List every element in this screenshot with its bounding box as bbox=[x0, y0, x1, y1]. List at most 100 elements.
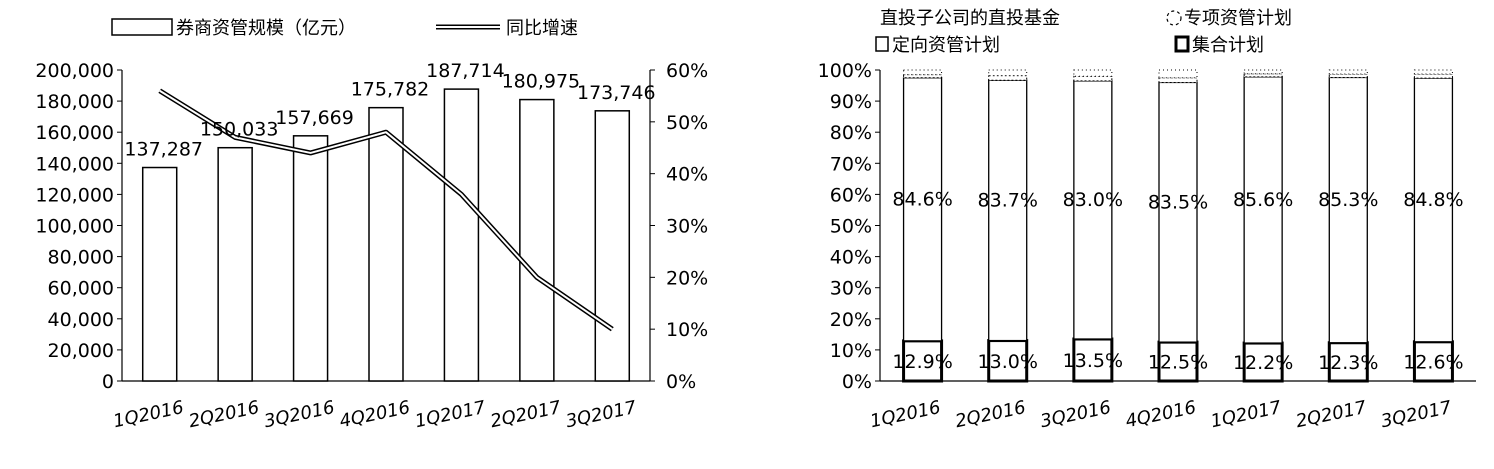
bar-segment-fund bbox=[1073, 69, 1113, 77]
bar-segment-directed bbox=[1413, 77, 1454, 343]
x-tick-label: 3Q2017 bbox=[1379, 397, 1454, 433]
bar-segment-fund bbox=[988, 69, 1028, 77]
bar-segment-collective bbox=[987, 339, 1029, 383]
legend-label-collective: 集合计划 bbox=[1192, 35, 1264, 56]
y-tick-left-label: 160,000 bbox=[35, 122, 114, 144]
bar-scale bbox=[368, 106, 404, 382]
x-tick-label: 4Q2016 bbox=[1124, 397, 1198, 432]
data-label-collective: 12.9% bbox=[892, 351, 952, 373]
data-label-collective: 12.5% bbox=[1148, 352, 1208, 374]
bar-segment-fund bbox=[1413, 69, 1453, 75]
x-tick-label: 2Q2016 bbox=[953, 397, 1027, 432]
bar-segment-directed bbox=[1073, 80, 1113, 340]
bar-segment-directed bbox=[988, 79, 1028, 342]
data-label-collective: 12.2% bbox=[1233, 352, 1293, 374]
legend-label-fund: 直投子公司的直投基金 bbox=[880, 8, 1060, 29]
bar-scale bbox=[292, 135, 329, 382]
bar-segment-collective bbox=[1327, 341, 1369, 383]
left-chart-svg: 券商资管规模（亿元） 同比增速 0 20,000 40,000 60,000 80,000 1… bbox=[35, 18, 708, 433]
data-label-scale: 180,975 bbox=[502, 71, 581, 93]
data-label-directed: 83.7% bbox=[978, 189, 1038, 211]
y-tick-label: 70% bbox=[830, 153, 872, 175]
bar-segment-directed bbox=[902, 77, 943, 342]
y-tick-label: 10% bbox=[830, 340, 872, 362]
x-tick-label: 1Q2017 bbox=[1209, 397, 1284, 433]
bar-segment-collective bbox=[1242, 341, 1284, 383]
data-label-scale: 150,033 bbox=[200, 119, 279, 141]
data-label-scale: 137,287 bbox=[124, 139, 203, 161]
bar-scale bbox=[217, 146, 253, 382]
y-tick-label: 40% bbox=[830, 247, 872, 269]
y-tick-label: 100% bbox=[818, 60, 872, 82]
structure-stacked-chart: 直投子公司的直投基金 专项资管计划定向资管计划 集合计划 0% 10% 20% 30% 40%… bbox=[760, 0, 1494, 469]
bar-segment-directed bbox=[1328, 76, 1368, 344]
bar-scale bbox=[443, 88, 480, 382]
data-label-collective: 12.6% bbox=[1403, 351, 1463, 373]
scale-growth-chart: 券商资管规模（亿元） 同比增速 0 20,000 40,000 60,000 80,000 1… bbox=[0, 0, 740, 469]
bar-segment-fund bbox=[1328, 69, 1368, 75]
bar-segment-special bbox=[1073, 75, 1113, 82]
legend-swatch-bar bbox=[111, 18, 173, 36]
y-tick-left-label: 140,000 bbox=[35, 153, 114, 175]
y-tick-label: 30% bbox=[830, 278, 872, 300]
bar-scale bbox=[594, 110, 631, 382]
data-label-scale: 175,782 bbox=[351, 79, 430, 101]
y-tick-left-label: 40,000 bbox=[48, 309, 114, 331]
bar-segment-special bbox=[988, 75, 1028, 81]
data-label-collective: 13.5% bbox=[1063, 350, 1123, 372]
y-tick-right-label: 10% bbox=[666, 319, 708, 341]
bar-segment-fund bbox=[1158, 69, 1198, 79]
bar-scale bbox=[141, 166, 178, 382]
legend-label-growth: 同比增速 bbox=[506, 18, 578, 39]
legend-label-scale: 券商资管规模（亿元） bbox=[176, 18, 356, 39]
legend-label-special: 专项资管计划 bbox=[1184, 8, 1292, 29]
data-label-directed: 84.6% bbox=[892, 188, 952, 210]
data-label-directed: 84.8% bbox=[1403, 189, 1463, 211]
y-tick-left-label: 100,000 bbox=[35, 216, 114, 238]
legend-swatch-special bbox=[1166, 10, 1182, 26]
bar-segment-directed bbox=[1158, 81, 1198, 343]
y-tick-label: 50% bbox=[830, 216, 872, 238]
data-label-directed: 83.5% bbox=[1148, 191, 1208, 213]
bar-segment-fund bbox=[903, 69, 943, 76]
data-label-scale: 157,669 bbox=[275, 107, 354, 129]
y-tick-right-label: 20% bbox=[666, 267, 708, 289]
x-tick-label: 2Q2017 bbox=[1294, 397, 1369, 433]
bar-segment-collective bbox=[902, 339, 944, 383]
data-label-scale: 187,714 bbox=[426, 60, 505, 82]
data-label-collective: 13.0% bbox=[978, 351, 1038, 373]
y-tick-right-label: 30% bbox=[666, 216, 708, 238]
x-tick-label: 2Q2017 bbox=[489, 397, 564, 433]
bar-segment-directed bbox=[1243, 76, 1283, 344]
x-tick-label: 1Q2016 bbox=[111, 397, 185, 432]
y-tick-left-label: 120,000 bbox=[35, 184, 114, 206]
x-tick-label: 2Q2016 bbox=[187, 397, 261, 432]
bar-scale bbox=[519, 98, 555, 382]
y-tick-label: 0% bbox=[842, 371, 872, 393]
x-tick-label: 1Q2016 bbox=[868, 397, 942, 432]
data-label-scale: 173,746 bbox=[577, 82, 656, 104]
bar-segment-collective bbox=[1412, 340, 1454, 383]
y-tick-label: 20% bbox=[830, 309, 872, 331]
bar-segment-fund bbox=[1243, 69, 1283, 75]
data-label-directed: 85.6% bbox=[1233, 189, 1293, 211]
y-tick-left-label: 80,000 bbox=[48, 247, 114, 269]
data-label-collective: 12.3% bbox=[1318, 352, 1378, 374]
y-tick-right-label: 0% bbox=[666, 371, 696, 393]
bar-segment-special bbox=[1413, 73, 1453, 79]
y-tick-label: 90% bbox=[830, 91, 872, 113]
legend-swatch-collective bbox=[1174, 35, 1190, 53]
y-tick-left-label: 0 bbox=[102, 371, 114, 393]
y-tick-left-label: 180,000 bbox=[35, 91, 114, 113]
x-tick-label: 1Q2017 bbox=[413, 397, 488, 433]
legend-swatch-directed bbox=[875, 36, 889, 52]
data-label-directed: 83.0% bbox=[1063, 189, 1123, 211]
x-tick-label: 3Q2016 bbox=[262, 397, 336, 432]
legend-label-directed: 定向资管计划 bbox=[892, 35, 1000, 56]
bar-segment-special bbox=[1328, 73, 1368, 78]
y-tick-right-label: 50% bbox=[666, 112, 708, 134]
data-label-directed: 85.3% bbox=[1318, 189, 1378, 211]
x-tick-label: 3Q2017 bbox=[564, 397, 639, 433]
bar-segment-special bbox=[903, 74, 943, 79]
